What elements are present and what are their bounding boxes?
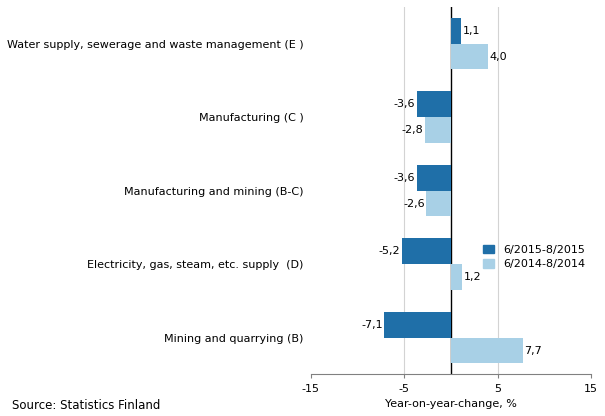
Legend: 6/2015-8/2015, 6/2014-8/2014: 6/2015-8/2015, 6/2014-8/2014 bbox=[483, 245, 586, 269]
Text: 7,7: 7,7 bbox=[525, 346, 542, 356]
Bar bbox=[427, 191, 451, 216]
Text: Source: Statistics Finland: Source: Statistics Finland bbox=[12, 399, 160, 412]
Text: -3,6: -3,6 bbox=[394, 99, 416, 109]
Text: 1,2: 1,2 bbox=[463, 272, 482, 282]
Text: -5,2: -5,2 bbox=[379, 246, 401, 256]
Text: 1,1: 1,1 bbox=[463, 26, 480, 36]
Text: 4,0: 4,0 bbox=[490, 52, 508, 62]
Bar bbox=[402, 238, 451, 264]
X-axis label: Year-on-year-change, %: Year-on-year-change, % bbox=[385, 399, 517, 409]
Bar bbox=[425, 117, 451, 143]
Bar bbox=[451, 44, 488, 69]
Bar bbox=[451, 338, 523, 364]
Bar bbox=[417, 92, 451, 117]
Text: -2,8: -2,8 bbox=[401, 125, 423, 135]
Text: -7,1: -7,1 bbox=[361, 320, 383, 330]
Bar bbox=[417, 165, 451, 191]
Bar bbox=[451, 264, 462, 290]
Bar bbox=[451, 18, 461, 44]
Text: -2,6: -2,6 bbox=[403, 198, 425, 208]
Bar bbox=[384, 312, 451, 338]
Text: -3,6: -3,6 bbox=[394, 173, 416, 183]
